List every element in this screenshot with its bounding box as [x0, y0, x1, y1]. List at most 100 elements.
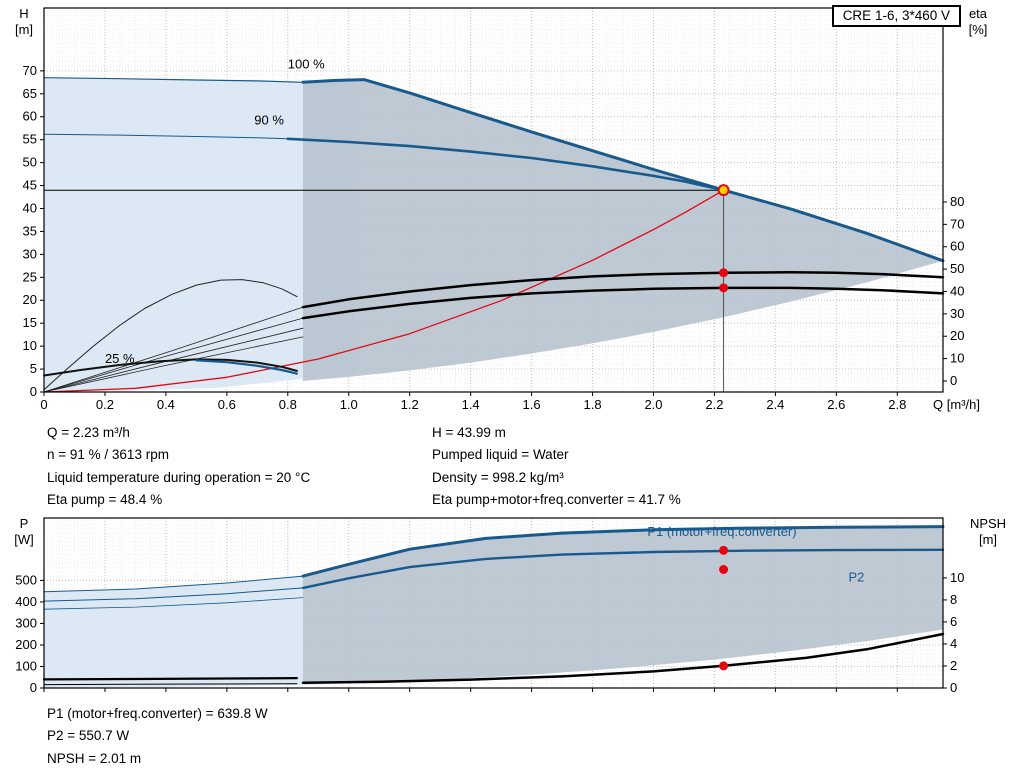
- y2-tick-label: 4: [950, 636, 957, 651]
- y-tick-label: 200: [15, 637, 37, 652]
- curve-100pct-lowflow: [43, 77, 304, 83]
- x-tick-label: 1.6: [523, 397, 541, 412]
- readout-flow: Q = 2.23 m³/h: [47, 425, 130, 440]
- readout-eta-pump: Eta pump = 48.4 %: [47, 492, 163, 508]
- y2-tick-label: 0: [950, 373, 957, 388]
- eta-total-curve: [301, 286, 945, 320]
- readout-head: H = 43.99 m: [432, 425, 506, 440]
- eta-pump-curve: [301, 271, 945, 309]
- system-curve: [43, 189, 725, 393]
- y-tick-label: 45: [23, 178, 37, 193]
- y-tick-label: 50: [23, 155, 37, 170]
- p1-curve: [301, 525, 945, 578]
- y-tick-label: 30: [23, 246, 37, 261]
- power-range-dark: [303, 526, 943, 685]
- readout-npsh: NPSH = 2.01 m: [47, 750, 142, 766]
- y2-tick-label: 8: [950, 592, 957, 607]
- x-tick-label: 1.2: [401, 397, 419, 412]
- curve-100pct: [301, 78, 945, 263]
- y-tick-label: 10: [23, 338, 37, 353]
- y2-tick-label: 50: [950, 261, 964, 276]
- qh-eta-chart-frame: [43, 7, 944, 393]
- y2-tick-label: 20: [950, 328, 964, 343]
- power-npsh-chart-frame: [43, 517, 944, 689]
- y-tick-label: 40: [23, 200, 37, 215]
- duty-readout-right: H = 43.99 m Pumped liquid = Water Densit…: [432, 422, 681, 512]
- duty-point: [717, 184, 730, 197]
- y2-axis-title: eta: [969, 6, 988, 21]
- y2-tick-label: 2: [950, 658, 957, 673]
- y-tick-label: 55: [23, 132, 37, 147]
- x-tick-label: 2.4: [766, 397, 784, 412]
- x-tick-label: 0.4: [157, 397, 175, 412]
- npsh-curve: [301, 632, 945, 685]
- duty-readout-left: Q = 2.23 m³/h n = 91 % / 3613 rpm Liquid…: [47, 422, 310, 512]
- x-tick-label: 0: [40, 397, 47, 412]
- x-tick-label: 1.0: [340, 397, 358, 412]
- curve-90pct: [286, 137, 725, 192]
- x-axis-title: Q [m³/h]: [933, 397, 980, 412]
- y-tick-label: 70: [23, 63, 37, 78]
- operating-range-light: [44, 77, 355, 391]
- y2-tick-label: 70: [950, 216, 964, 231]
- y-tick-label: 5: [30, 361, 37, 376]
- npsh-point: [719, 661, 729, 671]
- readout-liquid-temperature: Liquid temperature during operation = 20…: [47, 469, 311, 485]
- y-tick-label: 20: [23, 292, 37, 307]
- x-tick-label: 0.2: [96, 397, 114, 412]
- y2-axis-title: NPSH: [970, 516, 1006, 531]
- npsh-lowflow-thick: [42, 676, 298, 681]
- label-p2: P2: [849, 569, 865, 584]
- curve-90pct-lowflow: [43, 133, 289, 140]
- pump-model-label: CRE 1-6, 3*460 V: [842, 8, 950, 23]
- y-axis-title: P: [20, 516, 29, 531]
- eta-fan-line-4: [43, 306, 304, 393]
- y-axis-title: [W]: [14, 532, 34, 547]
- label-25pct: 25 %: [105, 351, 135, 366]
- y2-tick-label: 6: [950, 614, 957, 629]
- power-npsh-chart: 0 100 200 300 400 500 0 2 4 6 8 10 P[W] NPSH[m] P1 (mo…: [14, 516, 1006, 695]
- qh-eta-chart: 0 0.2 0.4 0.6 0.8 1.0 1.2 1.4 1.6 1.8 2.0 2.2 2.4 2.6…: [15, 6, 988, 412]
- readout-pumped-liquid: Pumped liquid = Water: [432, 447, 569, 463]
- y2-tick-label: 10: [950, 570, 964, 585]
- p1-point: [719, 545, 729, 555]
- readout-p2: P2 = 550.7 W: [47, 728, 130, 744]
- p-lowflow-line-3: [43, 597, 304, 610]
- y-tick-label: 0: [30, 680, 37, 695]
- y2-tick-label: 80: [950, 194, 964, 209]
- power-npsh-readout: P1 (motor+freq.converter) = 639.8 W P2 =…: [47, 703, 268, 770]
- y-tick-label: 100: [15, 658, 37, 673]
- readout-density: Density = 998.2 kg/m³: [432, 469, 564, 485]
- p2-lowflow: [43, 587, 304, 602]
- y-tick-label: 35: [23, 223, 37, 238]
- power-range-light: [44, 576, 303, 688]
- curve-25pct-blue: [195, 359, 298, 375]
- y2-tick-label: 30: [950, 306, 964, 321]
- y2-tick-label: 10: [950, 351, 964, 366]
- y2-tick-label: 60: [950, 239, 964, 254]
- y-tick-label: 300: [15, 615, 37, 630]
- low-speed-eta-arc: [43, 279, 298, 391]
- y2-axis-title: [m]: [979, 532, 997, 547]
- p1-lowflow: [43, 575, 304, 593]
- x-tick-label: 0.6: [218, 397, 236, 412]
- p2-point: [719, 564, 729, 574]
- readout-p1: P1 (motor+freq.converter) = 639.8 W: [47, 706, 268, 721]
- y-tick-label: 400: [15, 594, 37, 609]
- y-tick-label: 500: [15, 572, 37, 587]
- readout-speed: n = 91 % / 3613 rpm: [47, 447, 169, 463]
- y2-tick-label: 40: [950, 283, 964, 298]
- x-tick-label: 2.0: [644, 397, 662, 412]
- y-tick-label: 25: [23, 269, 37, 284]
- label-100pct: 100 %: [288, 57, 325, 72]
- eta-fan-line-3: [43, 317, 304, 393]
- y-tick-label: 65: [23, 86, 37, 101]
- y-tick-label: 15: [23, 315, 37, 330]
- x-tick-label: 1.8: [584, 397, 602, 412]
- x-tick-label: 0.8: [279, 397, 297, 412]
- x-tick-label: 2.6: [827, 397, 845, 412]
- eta-fan-line-1: [43, 336, 304, 393]
- y-axis-title: [m]: [15, 22, 33, 37]
- y2-axis-title: [%]: [969, 22, 988, 37]
